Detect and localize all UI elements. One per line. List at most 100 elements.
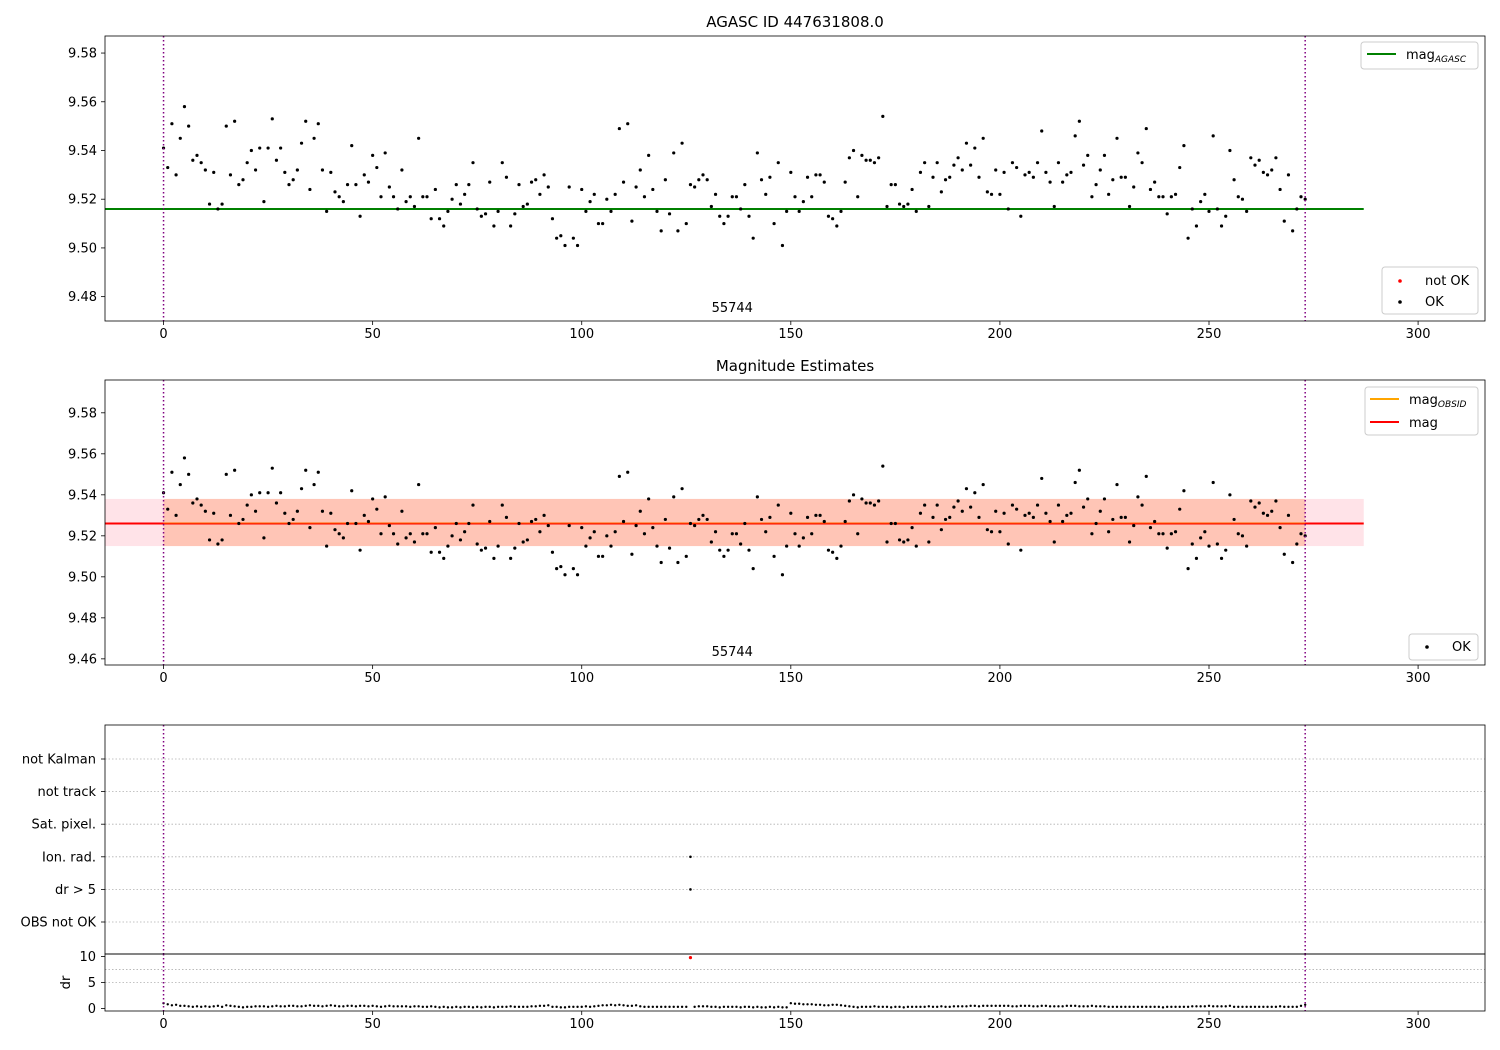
dr-point xyxy=(363,1004,366,1008)
ok-point xyxy=(195,153,199,157)
ok-point xyxy=(1295,207,1299,211)
ok-point xyxy=(1178,507,1182,511)
ok-point xyxy=(1127,204,1132,209)
dr-point xyxy=(1132,1005,1135,1009)
ok-point xyxy=(1211,134,1215,138)
dr-point xyxy=(668,1005,671,1009)
ok-point xyxy=(496,209,500,213)
dr-point xyxy=(693,1005,696,1009)
dr-point xyxy=(400,1005,404,1008)
ok-point xyxy=(1127,540,1132,544)
ok-point xyxy=(1040,476,1044,481)
ok-point xyxy=(1282,219,1286,223)
ok-point xyxy=(939,190,943,194)
ok-point xyxy=(948,515,952,519)
dr-point xyxy=(768,1005,772,1009)
dr-point xyxy=(542,1004,546,1008)
ok-point xyxy=(345,182,350,187)
legend-label-ok: OK xyxy=(1452,640,1471,655)
dr-point xyxy=(174,1003,178,1006)
ok-point xyxy=(1148,526,1153,530)
ok-point xyxy=(366,519,371,524)
dr-point xyxy=(618,1003,621,1006)
ok-point xyxy=(906,538,910,542)
ok-point xyxy=(396,542,400,546)
ok-point xyxy=(1069,170,1073,175)
ok-point xyxy=(182,456,187,460)
ok-point xyxy=(1199,200,1203,204)
dr-point xyxy=(781,1006,784,1009)
ok-point xyxy=(1278,526,1282,530)
ok-point xyxy=(555,236,559,240)
dr-point xyxy=(931,1005,935,1009)
ok-point xyxy=(935,161,939,165)
dr-point xyxy=(488,1005,491,1009)
ok-point xyxy=(722,221,726,226)
dr-point xyxy=(496,1005,500,1009)
dr-point xyxy=(1178,1005,1181,1009)
ok-point xyxy=(475,542,479,546)
ok-point xyxy=(237,182,241,187)
ok-point xyxy=(1270,168,1274,172)
ok-point xyxy=(580,526,584,530)
ok-point xyxy=(927,540,931,544)
ok-point xyxy=(1031,175,1035,179)
ok-point xyxy=(174,173,178,177)
ok-point xyxy=(734,195,739,199)
ok-point xyxy=(417,136,421,140)
ok-point xyxy=(433,526,437,530)
ok-point xyxy=(354,182,358,187)
ok-point xyxy=(488,180,492,184)
ok-point xyxy=(1274,499,1278,503)
ok-point xyxy=(1035,503,1040,507)
ok-point xyxy=(747,548,751,552)
dr-point xyxy=(576,1005,579,1009)
ok-point xyxy=(534,517,538,522)
ok-point xyxy=(299,141,304,145)
ok-point xyxy=(881,114,885,118)
dr-point xyxy=(337,1005,341,1008)
dr-point xyxy=(910,1005,914,1009)
ok-point xyxy=(709,204,713,209)
dr-point xyxy=(241,1006,245,1009)
dr-point xyxy=(1274,1005,1278,1009)
ok-point xyxy=(1203,530,1207,534)
ok-point xyxy=(207,538,212,542)
y-tick-label: 9.50 xyxy=(68,241,97,256)
dr-point xyxy=(521,1005,525,1009)
y-tick-label: 9.58 xyxy=(68,406,97,421)
ok-point xyxy=(504,175,509,179)
dr-point xyxy=(1245,1005,1248,1009)
ok-point xyxy=(659,560,663,565)
ok-point xyxy=(563,573,567,577)
ok-point xyxy=(571,236,575,240)
dr-point xyxy=(1228,1004,1232,1008)
ok-point xyxy=(187,472,191,476)
ok-point xyxy=(851,493,856,497)
ok-point xyxy=(1257,501,1261,505)
ok-point xyxy=(463,192,467,196)
x-tick-label: 0 xyxy=(159,1017,167,1032)
ok-point xyxy=(847,499,851,503)
dr-point xyxy=(1094,1005,1098,1008)
ok-point xyxy=(1161,532,1165,536)
chart-title: Magnitude Estimates xyxy=(716,357,874,375)
ok-point xyxy=(241,517,245,522)
ok-point xyxy=(805,515,810,519)
ok-point xyxy=(1052,540,1056,544)
dr-point xyxy=(271,1005,274,1008)
dr-point xyxy=(1195,1005,1198,1008)
ok-point xyxy=(262,200,266,204)
ok-point xyxy=(341,200,345,204)
ok-point xyxy=(1069,511,1073,515)
dr-point xyxy=(986,1004,989,1008)
ok-point xyxy=(546,523,550,528)
dr-point xyxy=(1157,1005,1161,1009)
dr-point xyxy=(262,1005,266,1008)
ok-point xyxy=(387,185,391,189)
ok-point xyxy=(1061,180,1065,184)
ok-point xyxy=(1015,507,1019,511)
ok-point xyxy=(262,536,266,540)
ok-point xyxy=(1194,556,1199,560)
ok-point xyxy=(350,489,354,493)
